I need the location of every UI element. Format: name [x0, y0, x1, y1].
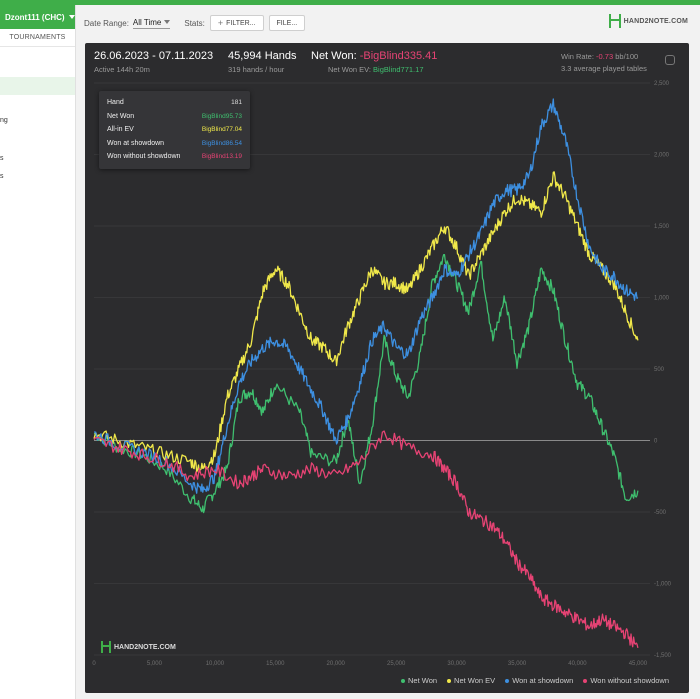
chevron-down-icon: [68, 15, 75, 19]
date-range-value: All Time: [132, 17, 162, 27]
tooltip-label: Won at showdown: [107, 139, 165, 147]
y-tick-label: -1,500: [654, 653, 672, 659]
hand2note-logo-icon: [101, 641, 111, 653]
x-tick-label: 25,000: [387, 661, 406, 667]
y-tick-label: 1,000: [654, 296, 670, 302]
legend-dot-icon: [447, 678, 452, 683]
legend-label: Won at showdown: [512, 676, 574, 685]
tooltip-row: Won without showdown BigBlind13.19: [107, 150, 242, 164]
date-range-stat: 26.06.2023 - 07.11.2023 Active 144h 20m: [94, 50, 213, 74]
filter-button-label: FILTER...: [226, 19, 256, 27]
legend-label: Won without showdown: [590, 676, 669, 685]
y-tick-label: 0: [654, 439, 658, 445]
legend-item[interactable]: Won without showdown: [583, 676, 669, 685]
sidebar-item-fragment[interactable]: s: [0, 173, 4, 180]
x-tick-label: 35,000: [508, 661, 527, 667]
summary-stats: 26.06.2023 - 07.11.2023 Active 144h 20m …: [85, 43, 689, 83]
tooltip-value: BigBlind95.73: [201, 112, 242, 120]
watermark-text: HAND2NOTE.COM: [114, 643, 176, 651]
graph-panel: 2,500 2,000 1,500 1,000 500 0 -500 -1,000 -1,500…: [85, 43, 689, 693]
legend-label: Net Won: [408, 676, 438, 685]
net-won-value: -BigBlind335.41: [359, 50, 438, 62]
active-time: Active 144h 20m: [94, 65, 150, 74]
series-line-net-won: [93, 253, 639, 514]
y-tick-label: 2,500: [654, 81, 670, 87]
sidebar: Dzont111 (CHC) TOURNAMENTS ng s s: [0, 5, 76, 699]
win-rate-value: -0.73: [596, 52, 614, 61]
x-tick-label: 0: [92, 661, 96, 667]
net-won-ev-value: BigBlind771.17: [373, 65, 424, 74]
date-span: 26.06.2023 - 07.11.2023: [94, 50, 214, 62]
watermark: HAND2NOTE.COM: [101, 641, 176, 653]
chart-legend: Net Won Net Won EV Won at showdown Won with…: [391, 676, 669, 685]
y-tick-label: 500: [654, 367, 665, 373]
y-tick-label: -500: [654, 510, 667, 516]
plus-icon: +: [217, 18, 224, 28]
series-line-won-without-showdown: [93, 430, 639, 649]
legend-dot-icon: [505, 678, 510, 683]
x-tick-label: 20,000: [327, 661, 346, 667]
x-tick-label: 15,000: [266, 661, 285, 667]
x-tick-label: 5,000: [147, 661, 163, 667]
legend-dot-icon: [583, 678, 588, 683]
tooltip-row: Hand 181: [107, 96, 242, 110]
series-line-net-won-ev: [93, 171, 639, 473]
profit-graph[interactable]: 2,500 2,000 1,500 1,000 500 0 -500 -1,000 -1,500…: [85, 43, 689, 693]
logo-text: HAND2NOTE.COM: [623, 17, 688, 25]
filter-button[interactable]: + FILTER...: [209, 15, 264, 31]
account-name: Dzont111 (CHC): [5, 12, 65, 22]
tooltip-value: BigBlind86.54: [201, 139, 242, 147]
tooltip-label: All-in EV: [107, 126, 134, 134]
win-rate-unit: bb/100: [615, 52, 639, 61]
y-tick-label: -1,000: [654, 582, 672, 588]
y-tick-label: 1,500: [654, 224, 670, 230]
x-tick-label: 40,000: [568, 661, 587, 667]
tooltip-row: All-in EV BigBlind77.04: [107, 123, 242, 137]
tooltip-row: Won at showdown BigBlind86.54: [107, 137, 242, 151]
legend-label: Net Won EV: [454, 676, 496, 685]
settings-icon[interactable]: [665, 55, 675, 65]
tooltip-label: Won without showdown: [107, 153, 181, 161]
legend-item[interactable]: Won at showdown: [505, 676, 573, 685]
tab-tournaments[interactable]: TOURNAMENTS: [0, 29, 75, 47]
tooltip-value: BigBlind13.19: [201, 153, 242, 161]
hands-count: 45,994 Hands: [228, 50, 297, 62]
tooltip-row: Net Won BigBlind95.73: [107, 110, 242, 124]
series-line-won-at-showdown: [93, 98, 639, 494]
x-tick-label: 10,000: [206, 661, 225, 667]
file-button[interactable]: FILE...: [268, 15, 306, 31]
hands-stat: 45,994 Hands 319 hands / hour: [228, 50, 297, 74]
win-rate-label: Win Rate:: [561, 52, 594, 61]
average-tables: 3.3 average played tables: [561, 64, 647, 73]
tooltip-value: 181: [231, 99, 242, 107]
x-tick-label: 45,000: [629, 661, 648, 667]
date-range-label: Date Range:: [84, 18, 129, 28]
legend-item[interactable]: Net Won EV: [447, 676, 495, 685]
stats-label: Stats:: [184, 18, 205, 28]
net-won-label: Net Won:: [311, 50, 357, 62]
hand-tooltip: Hand 181 Net Won BigBlind95.73 All-in EV…: [99, 91, 250, 169]
net-won-ev-label: Net Won EV:: [328, 65, 371, 74]
y-tick-label: 2,000: [654, 153, 670, 159]
chevron-down-icon: [164, 20, 171, 24]
net-won-stat: Net Won: -BigBlind335.41 Net Won EV: Big…: [311, 50, 437, 74]
x-tick-label: 30,000: [447, 661, 466, 667]
top-accent-bar: [0, 0, 700, 5]
hands-rate: 319 hands / hour: [228, 65, 285, 74]
sidebar-item-fragment[interactable]: ng: [0, 117, 8, 124]
sidebar-item-fragment[interactable]: s: [0, 155, 4, 162]
win-rate-stat: Win Rate: -0.73 bb/100 3.3 average playe…: [561, 52, 647, 73]
legend-dot-icon: [401, 678, 405, 683]
legend-item[interactable]: Net Won: [401, 676, 437, 685]
tooltip-label: Net Won: [107, 112, 135, 120]
hand2note-logo-icon: [608, 14, 621, 28]
account-selector[interactable]: Dzont111 (CHC): [0, 5, 75, 29]
date-range-select[interactable]: All Time: [132, 17, 171, 29]
toolbar: Date Range: All Time Stats: + FILTER... …: [77, 5, 700, 41]
tooltip-value: BigBlind77.04: [201, 126, 242, 134]
tooltip-label: Hand: [107, 99, 124, 107]
hand2note-logo: HAND2NOTE.COM: [608, 14, 688, 28]
sidebar-item-active[interactable]: [0, 77, 75, 95]
